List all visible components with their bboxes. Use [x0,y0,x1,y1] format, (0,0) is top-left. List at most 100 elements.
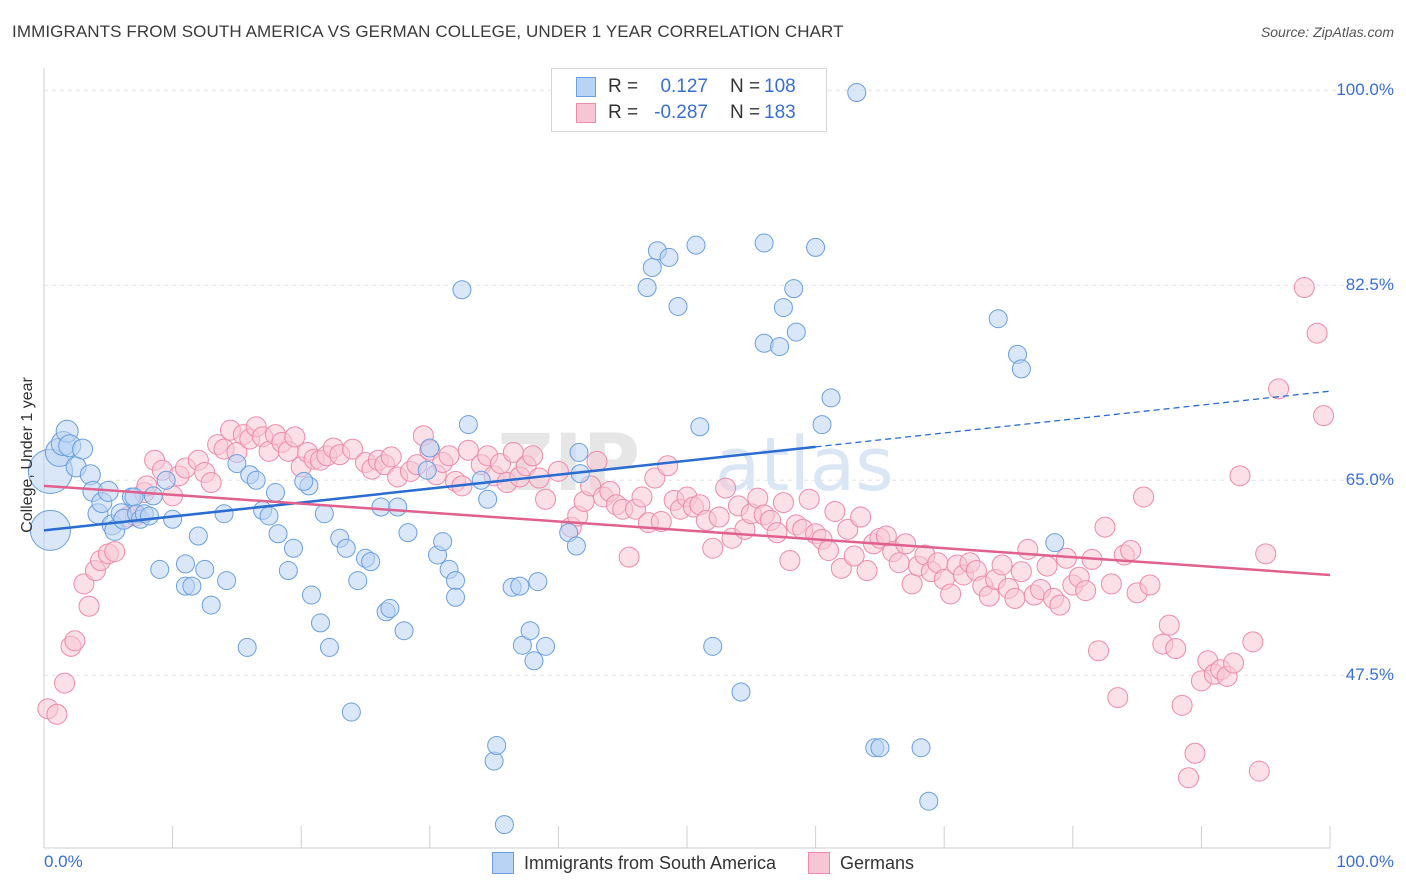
point-germans [284,426,306,448]
legend-label: Immigrants from South America [523,852,777,873]
series-legend: Immigrants from South America Germans [0,852,1406,874]
trend-line-germans [43,484,1331,577]
point-germans [586,450,608,472]
gridlines [44,89,1392,676]
point-germans [618,546,640,568]
point-germans [766,522,788,544]
point-germans [1158,614,1180,636]
point-germans [1242,631,1264,653]
point-south-america [388,497,408,517]
point-south-america [417,460,437,480]
point-south-america [195,559,215,579]
point-germans [1075,580,1097,602]
point-germans [850,506,872,528]
point-south-america [458,415,478,435]
point-germans [1165,638,1187,660]
point-south-america [283,538,303,558]
point-south-america [471,470,491,490]
source-label: Source: ZipAtlas.com [1260,24,1394,40]
y-tick-label: 100.0% [1336,80,1394,100]
point-germans [650,511,672,533]
legend-swatch-pink [808,852,831,874]
point-germans [1248,760,1270,782]
legend-item-south-america[interactable]: Immigrants from South America [491,852,777,874]
y-tick-label: 82.5% [1345,275,1394,295]
point-germans [64,630,86,652]
point-germans [895,533,917,555]
point-germans [1120,539,1142,561]
point-south-america [452,280,472,300]
point-germans [380,446,402,468]
point-germans [1017,538,1039,560]
point-germans [1139,574,1161,596]
point-south-america [773,298,793,318]
point-south-america [637,278,657,298]
point-south-america [150,559,170,579]
point-south-america [268,524,288,544]
point-south-america [478,489,498,509]
stats-swatch-pink [576,103,596,123]
point-south-america [642,257,662,277]
point-germans [708,506,730,528]
point-south-america [314,504,334,524]
point-south-america [433,532,453,552]
point-south-america [237,637,257,657]
stats-legend: R = 0.127 N = 108 R = -0.287 N = 183 [551,68,827,132]
point-germans [715,477,737,499]
point-germans [901,573,923,595]
point-south-america [784,279,804,299]
point-south-america [870,738,890,758]
n-label: N = [730,102,761,123]
series-south-america-points [27,83,1065,835]
point-south-america [175,554,195,574]
point-south-america [341,702,361,722]
trend-lines [43,390,1331,577]
stats-swatch-blue [576,77,596,97]
point-south-america [265,483,285,503]
point-germans [1049,594,1071,616]
point-south-america [246,470,266,490]
point-south-america [668,296,688,316]
point-germans [856,560,878,582]
point-south-america [348,571,368,591]
point-south-america [156,470,176,490]
point-south-america [494,815,514,835]
point-germans [1178,767,1200,789]
point-germans [817,539,839,561]
trend-line-south-america [43,445,816,532]
n-label: N = [730,76,761,97]
point-south-america [201,595,221,615]
point-germans [1313,405,1335,427]
point-germans [1229,465,1251,487]
point-south-america [524,651,544,671]
point-south-america [182,576,202,596]
point-south-america [786,322,806,342]
point-south-america [847,83,867,103]
point-south-america [536,636,556,656]
point-germans [547,460,569,482]
point-south-america [1011,359,1031,379]
r-value: 0.127 [660,76,708,97]
point-germans [1010,561,1032,583]
point-south-america [217,571,237,591]
point-germans [1036,555,1058,577]
point-south-america [754,233,774,253]
point-germans [940,583,962,605]
point-germans [888,552,910,574]
point-south-america [214,504,234,524]
point-south-america [143,486,163,506]
point-south-america [188,526,208,546]
trend-line-south-america-extension [815,390,1331,448]
point-germans [772,492,794,514]
legend-item-germans[interactable]: Germans [808,852,914,874]
point-germans [1255,543,1277,565]
point-south-america [754,333,774,353]
point-south-america [659,247,679,267]
point-germans [1088,640,1110,662]
point-germans [535,488,557,510]
point-south-america [487,735,507,755]
point-south-america [988,309,1008,329]
point-south-america [510,576,530,596]
point-south-america [72,438,94,460]
